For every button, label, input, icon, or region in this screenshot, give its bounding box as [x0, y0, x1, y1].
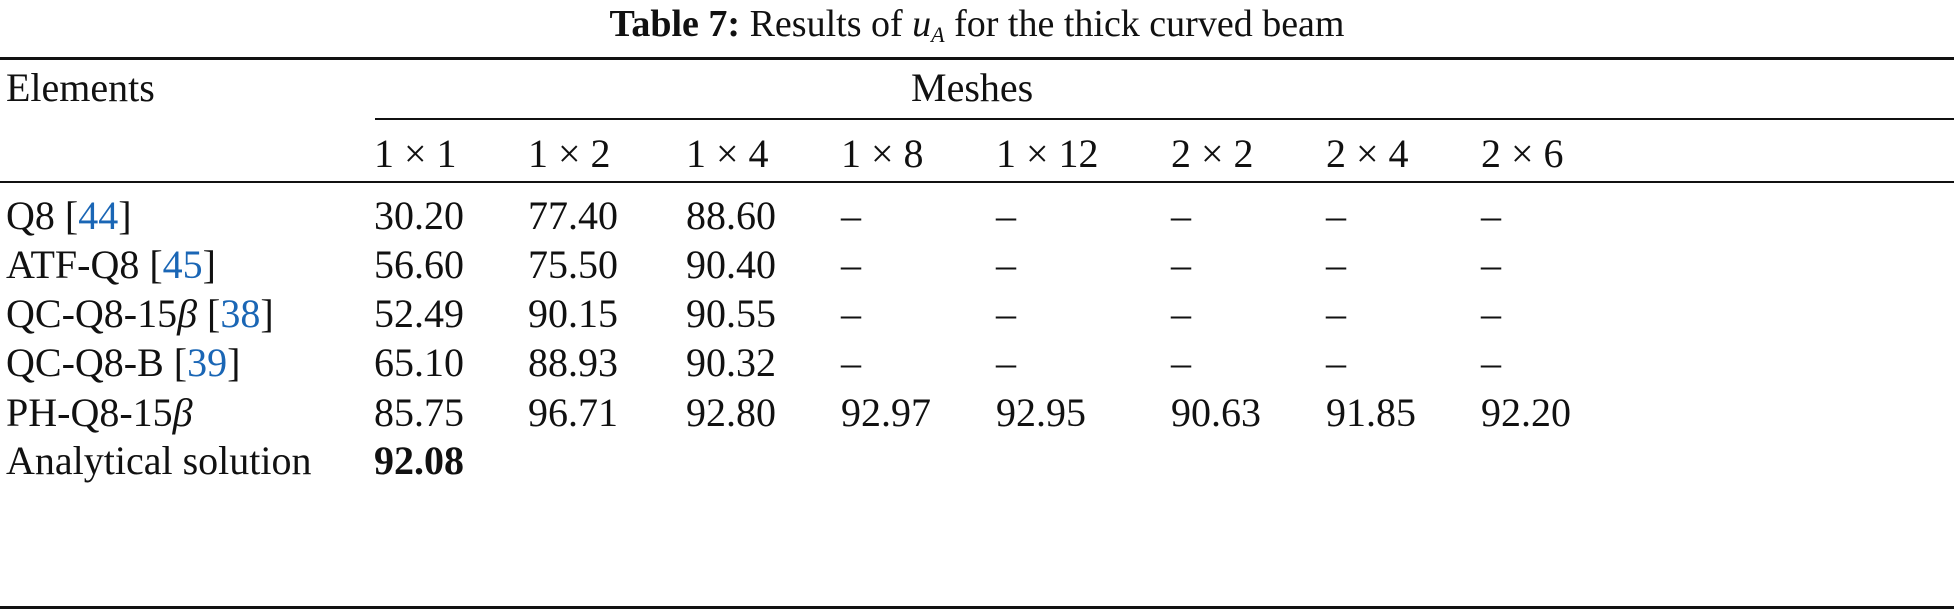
table-cell: 92.97	[841, 390, 931, 435]
table-cell: 92.20	[1481, 390, 1571, 435]
row-name-text: QC-Q8-15	[6, 291, 178, 336]
column-header: 1 × 8	[841, 131, 924, 176]
row-name-text: PH-Q8-15	[6, 390, 173, 435]
citation-link[interactable]: 44	[78, 193, 119, 238]
row-name-text: Q8	[6, 193, 55, 238]
empty-cell: –	[841, 340, 861, 385]
caption-symbol: u	[912, 3, 932, 45]
citation-link[interactable]: 45	[162, 242, 203, 287]
citation-link[interactable]: 39	[187, 340, 228, 385]
meshes-group-rule	[375, 118, 1954, 120]
table-cell: 91.85	[1326, 390, 1416, 435]
empty-cell: –	[1171, 291, 1191, 336]
empty-cell: –	[1171, 340, 1191, 385]
table-cell: 92.80	[686, 390, 776, 435]
empty-cell: –	[1481, 340, 1501, 385]
header-elements: Elements	[6, 65, 155, 110]
column-header: 2 × 2	[1171, 131, 1254, 176]
header-bottom-rule	[0, 181, 1954, 183]
table-cell: 52.49	[374, 291, 464, 336]
row-name-text: ATF-Q8	[6, 242, 140, 287]
column-header: 1 × 1	[374, 131, 457, 176]
analytical-name: Analytical solution	[6, 438, 312, 483]
table-cell: 92.95	[996, 390, 1086, 435]
column-header: 1 × 4	[686, 131, 769, 176]
caption-symbol-subscript: A	[931, 22, 945, 47]
empty-cell: –	[996, 193, 1016, 238]
empty-cell: –	[841, 193, 861, 238]
row-name: QC-Q8-B [39]	[6, 340, 241, 385]
row-name: ATF-Q8 [45]	[6, 242, 216, 287]
table-cell: 56.60	[374, 242, 464, 287]
table-cell: 96.71	[528, 390, 618, 435]
empty-cell: –	[1326, 193, 1346, 238]
top-rule	[0, 57, 1954, 60]
empty-cell: –	[996, 242, 1016, 287]
table-cell: 88.93	[528, 340, 618, 385]
citation-link[interactable]: 38	[220, 291, 261, 336]
table-cell: 85.75	[374, 390, 464, 435]
row-name: PH-Q8-15β	[6, 389, 193, 437]
column-header: 1 × 12	[996, 131, 1099, 176]
empty-cell: –	[1171, 242, 1191, 287]
table-cell: 77.40	[528, 193, 618, 238]
beta-symbol: β	[172, 390, 193, 435]
bottom-rule	[0, 606, 1954, 609]
column-header: 1 × 2	[528, 131, 611, 176]
table-cell: 90.40	[686, 242, 776, 287]
table-cell: 90.15	[528, 291, 618, 336]
empty-cell: –	[1326, 291, 1346, 336]
empty-cell: –	[1171, 193, 1191, 238]
empty-cell: –	[1326, 340, 1346, 385]
table-cell: 75.50	[528, 242, 618, 287]
empty-cell: –	[1481, 193, 1501, 238]
empty-cell: –	[996, 340, 1016, 385]
table-label: Table 7:	[609, 3, 741, 45]
analytical-value: 92.08	[374, 438, 464, 483]
header-meshes: Meshes	[911, 65, 1034, 110]
row-name: Q8 [44]	[6, 193, 132, 238]
table-cell: 65.10	[374, 340, 464, 385]
caption-text-after: for the thick curved beam	[954, 3, 1345, 45]
table-cell: 90.55	[686, 291, 776, 336]
empty-cell: –	[1481, 291, 1501, 336]
empty-cell: –	[1481, 242, 1501, 287]
caption-text-before: Results of	[749, 3, 903, 45]
row-name-text: QC-Q8-B	[6, 340, 164, 385]
empty-cell: –	[1326, 242, 1346, 287]
table-caption: Table 7: Results of uA for the thick cur…	[0, 0, 1954, 59]
column-header: 2 × 6	[1481, 131, 1564, 176]
table-cell: 30.20	[374, 193, 464, 238]
table-cell: 90.32	[686, 340, 776, 385]
table-cell: 90.63	[1171, 390, 1261, 435]
empty-cell: –	[841, 242, 861, 287]
column-header: 2 × 4	[1326, 131, 1409, 176]
row-name: QC-Q8-15β [38]	[6, 291, 274, 336]
table-cell: 88.60	[686, 193, 776, 238]
beta-symbol: β	[177, 291, 198, 336]
empty-cell: –	[841, 291, 861, 336]
empty-cell: –	[996, 291, 1016, 336]
